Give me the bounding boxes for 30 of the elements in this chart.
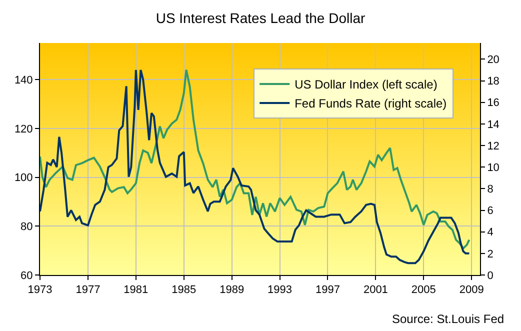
y-tick-label: 120 [14,123,33,136]
x-tick-label: 1993 [268,284,292,296]
y-tick-label: 140 [14,74,33,86]
y2-tick-label: 6 [487,205,494,218]
y-tick-label: 80 [20,221,33,234]
y2-tick-label: 10 [487,162,500,174]
source-note: Source: St.Louis Fed [392,312,504,326]
y2-tick-label: 8 [487,184,494,196]
x-tick-label: 2009 [459,284,484,296]
x-tick-label: 1981 [124,284,148,296]
x-tick-label: 2001 [363,284,388,296]
y2-tick-label: 14 [487,118,500,131]
x-tick-label: 1985 [172,284,196,296]
y2-tick-label: 12 [487,140,500,152]
x-tick-label: 2005 [411,284,436,296]
y2-tick-label: 4 [487,226,494,239]
legend-label: US Dollar Index (left scale) [294,78,438,92]
x-tick-label: 1997 [316,284,340,296]
x-tick-label: 1989 [220,284,244,296]
y2-tick-label: 2 [487,248,494,260]
y2-tick-label: 18 [487,76,500,88]
y2-tick-label: 20 [487,54,500,66]
y-tick-label: 60 [20,270,33,282]
y2-tick-label: 0 [487,270,494,282]
legend-label: Fed Funds Rate (right scale) [294,96,447,111]
y-tick-label: 100 [14,172,33,184]
chart-title: US Interest Rates Lead the Dollar [156,10,366,26]
x-tick-label: 1977 [76,284,100,296]
y2-tick-label: 16 [487,97,500,110]
x-tick-label: 1973 [28,284,52,296]
